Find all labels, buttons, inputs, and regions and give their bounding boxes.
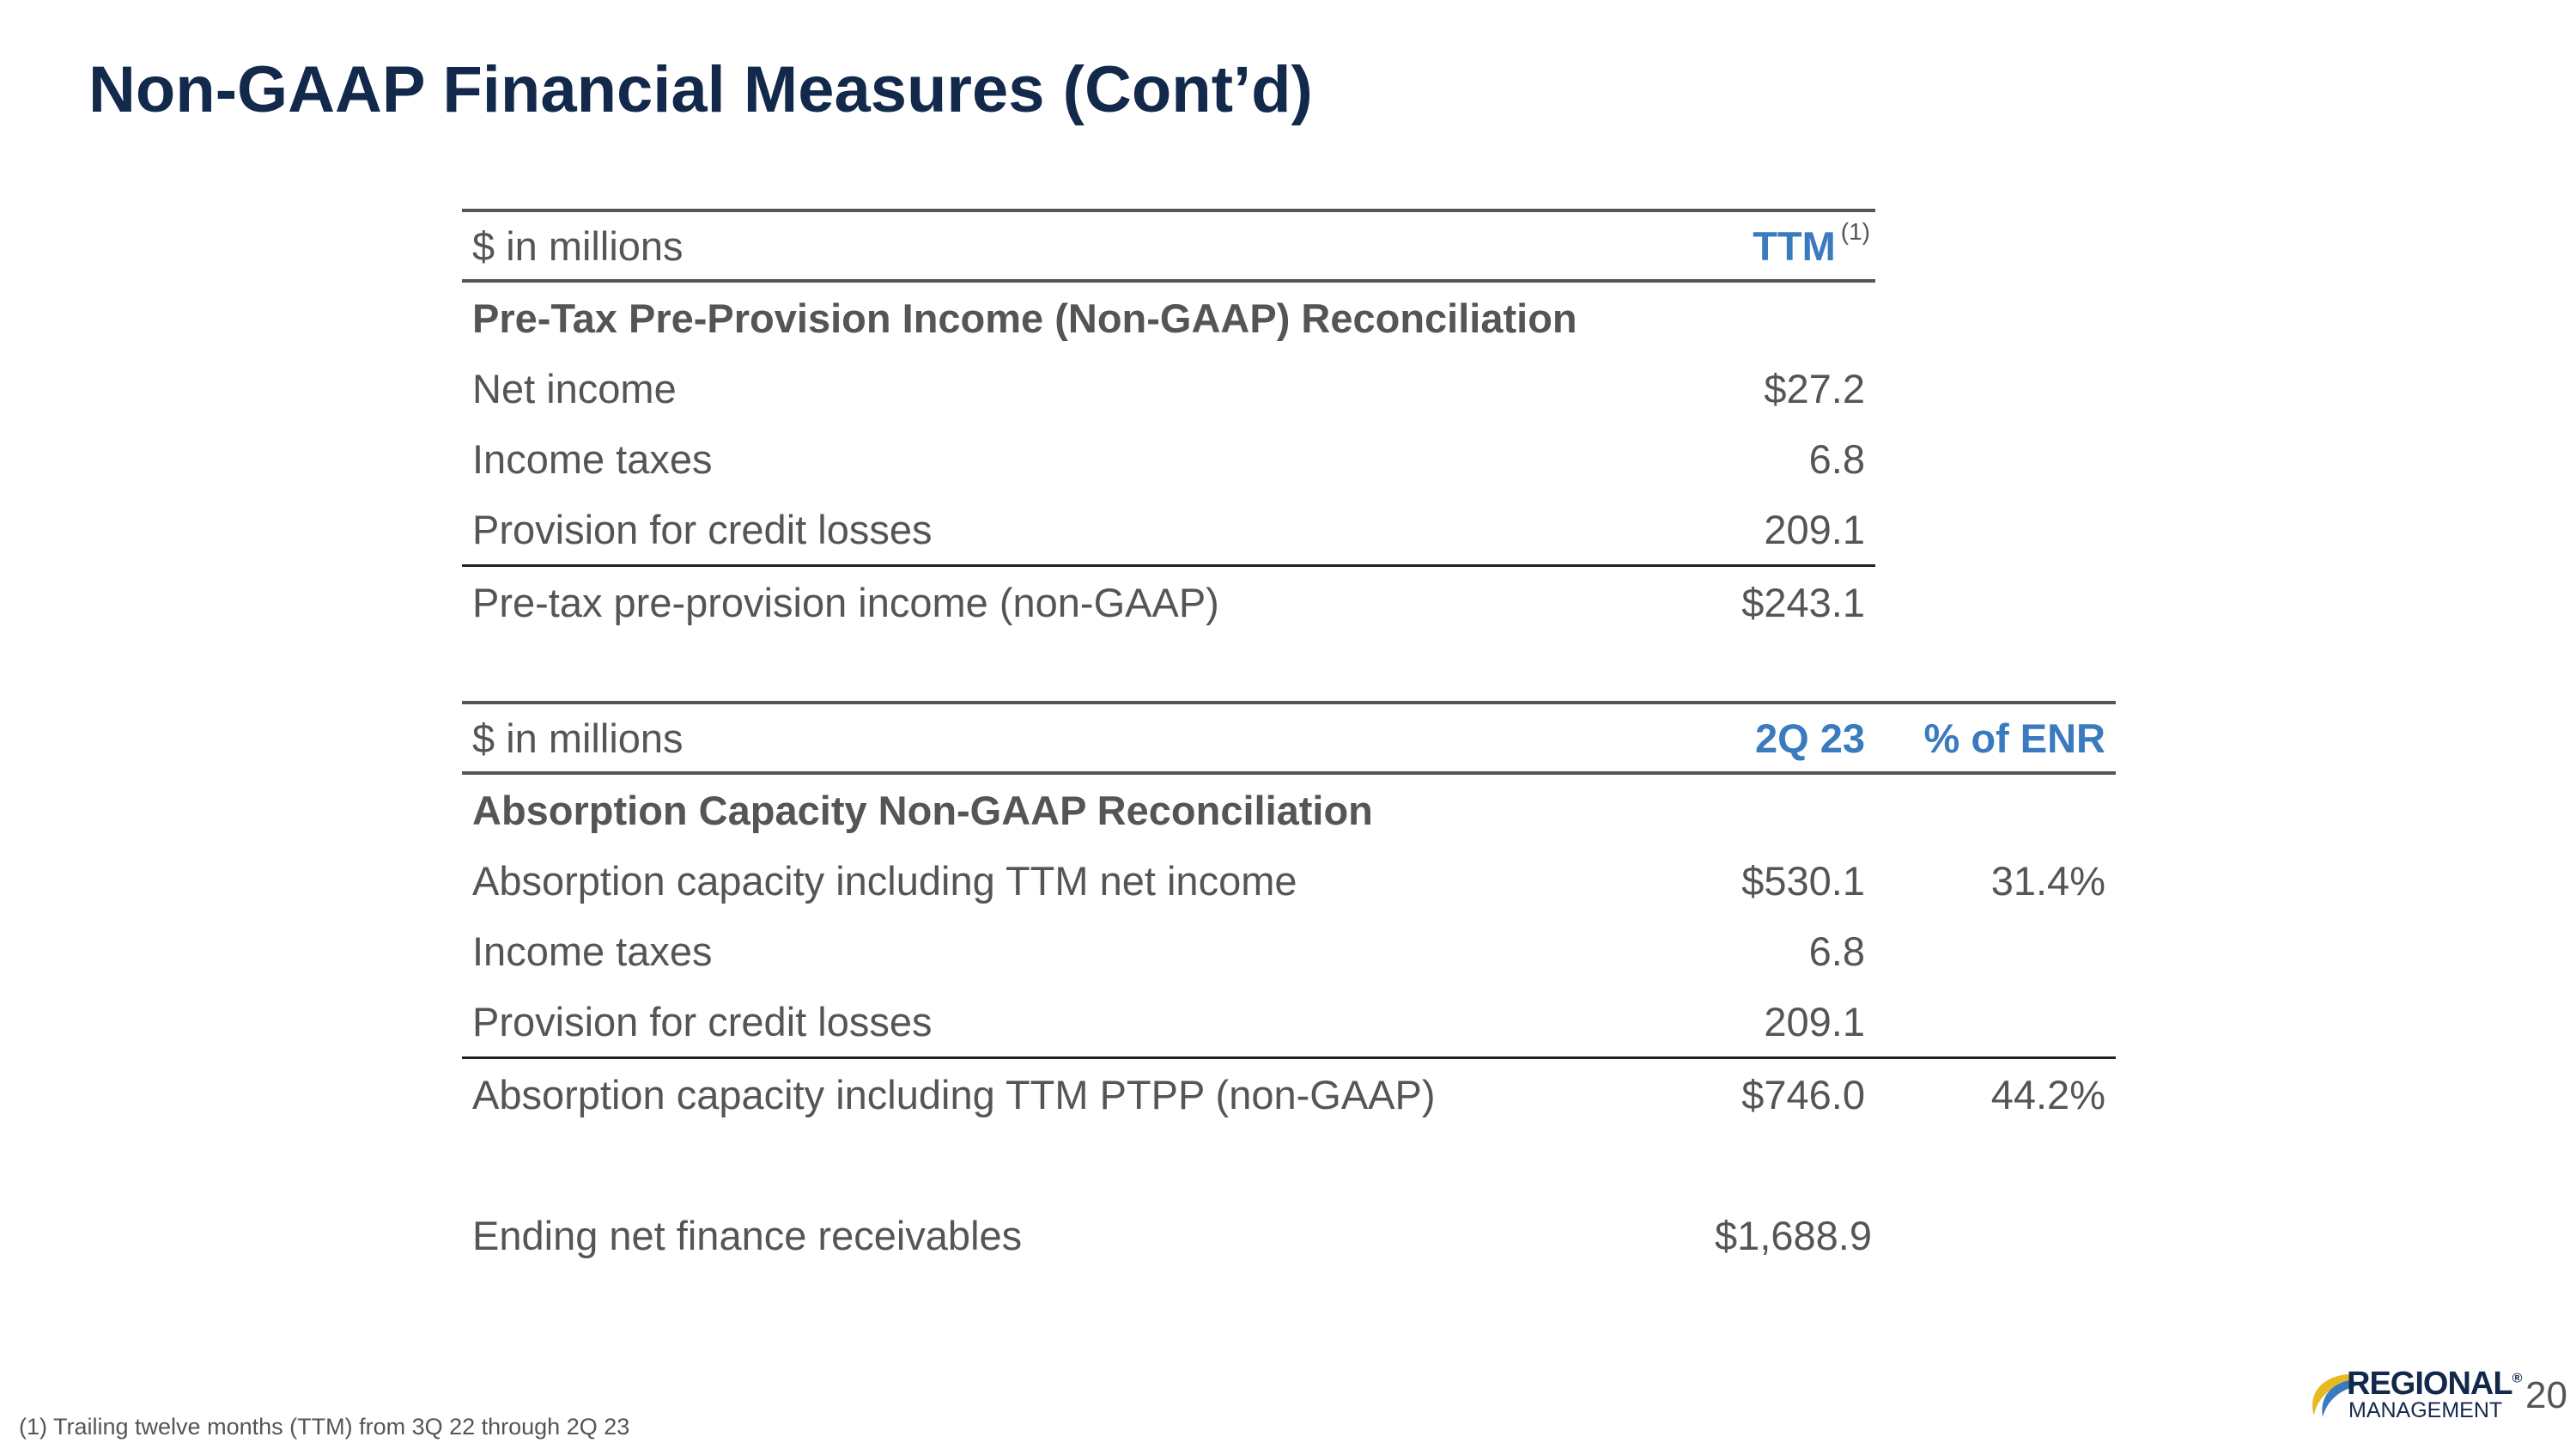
total-label: Pre-tax pre-provision income (non-GAAP) xyxy=(472,579,1219,625)
section-title: Absorption Capacity Non-GAAP Reconciliat… xyxy=(472,787,1373,833)
ending-receivables-label: Ending net finance receivables xyxy=(472,1213,1023,1258)
absorption-capacity-table: $ in millions 2Q 23 % of ENR Absorption … xyxy=(462,701,2116,1129)
empty-cell xyxy=(1681,773,1875,845)
empty-cell xyxy=(1875,773,2116,845)
logo-line1: REGIONAL® xyxy=(2347,1366,2523,1403)
table-row: Provision for credit losses 209.1 xyxy=(462,494,1875,566)
row-percent: 31.4% xyxy=(1990,857,2105,904)
table-row: Provision for credit losses 209.1 xyxy=(462,986,2116,1058)
table-row: Income taxes 6.8 xyxy=(462,916,2116,986)
footnote-marker: (1) xyxy=(1840,217,1870,245)
table-header-row: $ in millions TTM (1) xyxy=(462,210,1875,281)
column-header-ttm: TTM (1) xyxy=(1681,210,1875,281)
column-header-ttm-text: TTM xyxy=(1753,222,1836,269)
total-value: $243.1 xyxy=(1741,579,1865,625)
logo-line2: MANAGEMENT xyxy=(2348,1398,2503,1422)
total-value: $746.0 xyxy=(1741,1071,1865,1117)
row-value: 6.8 xyxy=(1808,928,1865,974)
section-title: Pre-Tax Pre-Provision Income (Non-GAAP) … xyxy=(472,295,1577,341)
row-percent xyxy=(1875,916,2116,986)
footnote: (1) Trailing twelve months (TTM) from 3Q… xyxy=(19,1414,630,1440)
column-header-percent-enr: % of ENR xyxy=(1923,715,2106,761)
table-row: Absorption capacity including TTM net in… xyxy=(462,845,2116,916)
total-row: Absorption capacity including TTM PTPP (… xyxy=(462,1057,2116,1130)
company-logo: REGIONAL® MANAGEMENT xyxy=(2306,1366,2523,1422)
row-label: Income taxes xyxy=(472,928,713,974)
row-percent xyxy=(1875,986,2116,1058)
total-row: Pre-tax pre-provision income (non-GAAP) … xyxy=(462,565,1875,638)
row-label: Provision for credit losses xyxy=(472,506,933,552)
row-label: Provision for credit losses xyxy=(472,998,933,1044)
page-number: 20 xyxy=(2525,1374,2567,1416)
row-label: Net income xyxy=(472,365,677,411)
row-value: $27.2 xyxy=(1764,365,1865,411)
row-value: $530.1 xyxy=(1741,857,1865,904)
total-percent: 44.2% xyxy=(1990,1071,2105,1117)
ending-receivables-value: $1,688.9 xyxy=(1715,1213,1872,1258)
unit-label: $ in millions xyxy=(472,222,683,269)
table-row: Income taxes 6.8 xyxy=(462,423,1875,494)
ending-receivables-row: Ending net finance receivables $1,688.9 xyxy=(472,1201,1872,1271)
row-value: 209.1 xyxy=(1764,998,1865,1044)
row-label: Income taxes xyxy=(472,435,713,482)
table-row: Net income $27.2 xyxy=(462,353,1875,423)
row-label: Absorption capacity including TTM net in… xyxy=(472,857,1297,904)
section-title-row: Absorption Capacity Non-GAAP Reconciliat… xyxy=(462,773,2116,845)
unit-label: $ in millions xyxy=(472,715,683,761)
row-value: 209.1 xyxy=(1764,506,1865,552)
ptpp-reconciliation-table: $ in millions TTM (1) Pre-Tax Pre-Provisi… xyxy=(462,209,1875,637)
logo-wordmark: REGIONAL xyxy=(2347,1366,2513,1402)
column-header-quarter: 2Q 23 xyxy=(1754,715,1865,761)
row-value: 6.8 xyxy=(1808,435,1865,482)
section-title-row: Pre-Tax Pre-Provision Income (Non-GAAP) … xyxy=(462,281,1875,353)
table-header-row: $ in millions 2Q 23 % of ENR xyxy=(462,703,2116,773)
empty-cell xyxy=(1681,281,1875,353)
registered-mark: ® xyxy=(2512,1371,2523,1386)
swoosh-icon xyxy=(2312,1374,2355,1417)
page-title: Non-GAAP Financial Measures (Cont’d) xyxy=(88,53,1313,126)
total-label: Absorption capacity including TTM PTPP (… xyxy=(472,1071,1436,1117)
